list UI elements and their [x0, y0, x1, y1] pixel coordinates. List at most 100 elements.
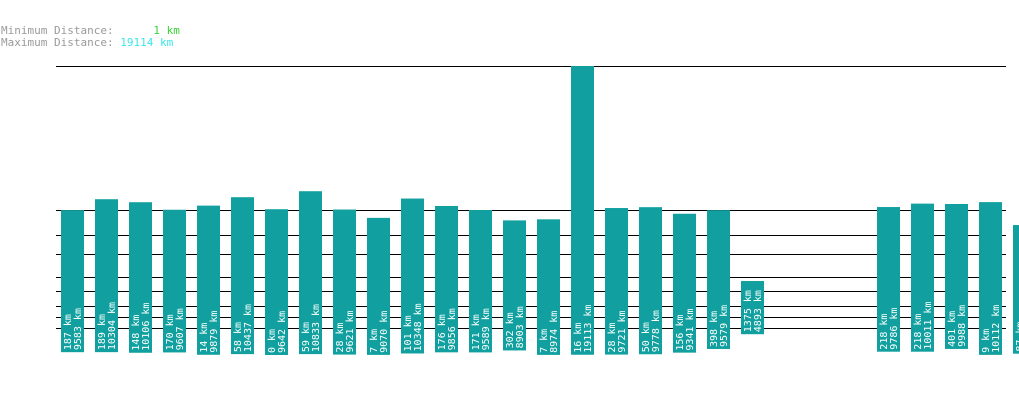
bar-group-8: 59 km 10833 km — [299, 191, 322, 355]
bar-8 — [299, 191, 322, 355]
bar-max-label-9: 9621 km — [345, 310, 356, 352]
bar-min-label-12: 176 km — [437, 314, 448, 350]
bar-group-9: 28 km 9621 km — [333, 209, 356, 355]
bar-group-1: 187 km 9583 km — [61, 210, 84, 353]
bar-max-label-16: 19113 km — [583, 305, 594, 353]
bar-max-label-4: 9607 km — [175, 308, 186, 350]
bar-15 — [537, 219, 560, 355]
bar-min-label-19: 156 km — [675, 315, 686, 351]
bar-max-label-6: 10437 km — [243, 304, 254, 352]
bar-group-13: 171 km 9589 km — [469, 210, 492, 353]
bar-max-label-1: 9583 km — [73, 308, 84, 350]
bar-max-label-21: 4893 km — [753, 290, 764, 332]
bar-group-24: 401 km 9988 km — [945, 203, 968, 349]
bar-min-label-14: 302 km — [505, 312, 516, 348]
bar-20 — [707, 210, 730, 349]
bar-12 — [435, 205, 458, 353]
bar-group-25: 9 km 10112 km — [979, 202, 1002, 355]
bar-group-4: 170 km 9607 km — [163, 209, 186, 353]
bar-min-label-7: 0 km — [267, 329, 278, 353]
bar-17 — [605, 208, 628, 355]
bar-max-label-23: 10011 km — [923, 302, 934, 350]
bar-11 — [401, 198, 424, 354]
bar-group-14: 302 km 8903 km — [503, 220, 526, 351]
bar-21 — [741, 281, 764, 335]
bar-max-label-25: 10112 km — [991, 305, 1002, 353]
legend-maximum: Maximum Distance: 19114 km — [1, 37, 173, 49]
bar-26 — [1013, 225, 1019, 354]
bar-min-label-10: 7 km — [369, 329, 380, 353]
bar-1 — [61, 210, 84, 353]
bar-min-label-1: 187 km — [63, 314, 74, 350]
bar-max-label-11: 10348 km — [413, 303, 424, 351]
legend-min-value: 1 km — [153, 24, 180, 37]
bar-9 — [333, 209, 356, 355]
bar-min-label-23: 218 km — [913, 314, 924, 350]
bar-max-label-22: 9786 km — [889, 308, 900, 350]
bar-min-label-5: 14 km — [199, 323, 210, 353]
bar-min-label-20: 398 km — [709, 311, 720, 347]
bar-group-15: 7 km 8974 km — [537, 219, 560, 355]
bar-min-label-9: 28 km — [335, 322, 346, 352]
bar-group-18: 50 km 9778 km — [639, 207, 662, 355]
bar-group-26: 87 km8596 km — [1013, 225, 1019, 354]
bar-min-label-22: 218 km — [879, 314, 890, 350]
bar-min-label-26: 87 km — [1015, 322, 1019, 352]
bar-min-label-13: 171 km — [471, 314, 482, 350]
bar-24 — [945, 203, 968, 349]
legend-max-label: Maximum Distance: — [1, 36, 114, 49]
legend-max-value: 19114 km — [120, 36, 174, 49]
bar-group-21: 1375 km 4893 km — [741, 281, 764, 335]
bar-min-label-25: 9 km — [981, 329, 992, 353]
bar-max-label-19: 9341 km — [685, 308, 696, 350]
bar-max-label-20: 9579 km — [719, 305, 730, 347]
bar-max-label-10: 9070 km — [379, 311, 390, 353]
bar-min-label-4: 170 km — [165, 314, 176, 350]
bar-group-22: 218 km 9786 km — [877, 207, 900, 352]
bar-4 — [163, 209, 186, 353]
bar-max-label-24: 9988 km — [957, 305, 968, 347]
bar-group-17: 28 km 9721 km — [605, 208, 628, 355]
bar-25 — [979, 202, 1002, 355]
bar-group-3: 148 km 10106 km — [129, 202, 152, 353]
bar-max-label-12: 9856 km — [447, 308, 458, 350]
bar-max-label-13: 9589 km — [481, 308, 492, 350]
bar-max-label-8: 10833 km — [311, 304, 322, 352]
bar-2 — [95, 199, 118, 353]
bar-5 — [197, 205, 220, 355]
bar-max-label-17: 9721 km — [617, 310, 628, 352]
bar-min-label-3: 148 km — [131, 315, 142, 351]
bar-18 — [639, 207, 662, 355]
bar-min-label-18: 50 km — [641, 322, 652, 352]
bar-max-label-5: 9879 km — [209, 311, 220, 353]
bar-group-16: 16 km 19113 km — [571, 66, 594, 355]
bar-19 — [673, 213, 696, 353]
bar-group-6: 58 km 10437 km — [231, 197, 254, 355]
bar-min-label-21: 1375 km — [743, 290, 754, 332]
bar-group-19: 156 km 9341 km — [673, 213, 696, 353]
bar-min-label-11: 101 km — [403, 315, 414, 351]
bar-min-label-2: 189 km — [97, 314, 108, 350]
bar-min-label-15: 7 km — [539, 329, 550, 353]
bars: 187 km 9583 km 189 km 10304 km 148 km 10106 k… — [61, 66, 1019, 355]
bar-group-5: 14 km 9879 km — [197, 205, 220, 355]
bar-min-label-16: 16 km — [573, 323, 584, 353]
bar-min-label-6: 58 km — [233, 322, 244, 352]
bar-6 — [231, 197, 254, 355]
bar-min-label-8: 59 km — [301, 322, 312, 352]
legend-min-label: Minimum Distance: — [1, 24, 114, 37]
bar-group-11: 101 km 10348 km — [401, 198, 424, 354]
bar-3 — [129, 202, 152, 353]
bar-22 — [877, 207, 900, 352]
bar-7 — [265, 209, 288, 355]
bar-max-label-7: 9642 km — [277, 311, 288, 353]
bar-23 — [911, 203, 934, 352]
bar-group-2: 189 km 10304 km — [95, 199, 118, 353]
bar-group-20: 398 km 9579 km — [707, 210, 730, 349]
bar-16 — [571, 66, 594, 355]
bar-13 — [469, 210, 492, 353]
bar-group-12: 176 km 9856 km — [435, 205, 458, 353]
bar-group-10: 7 km 9070 km — [367, 217, 390, 355]
